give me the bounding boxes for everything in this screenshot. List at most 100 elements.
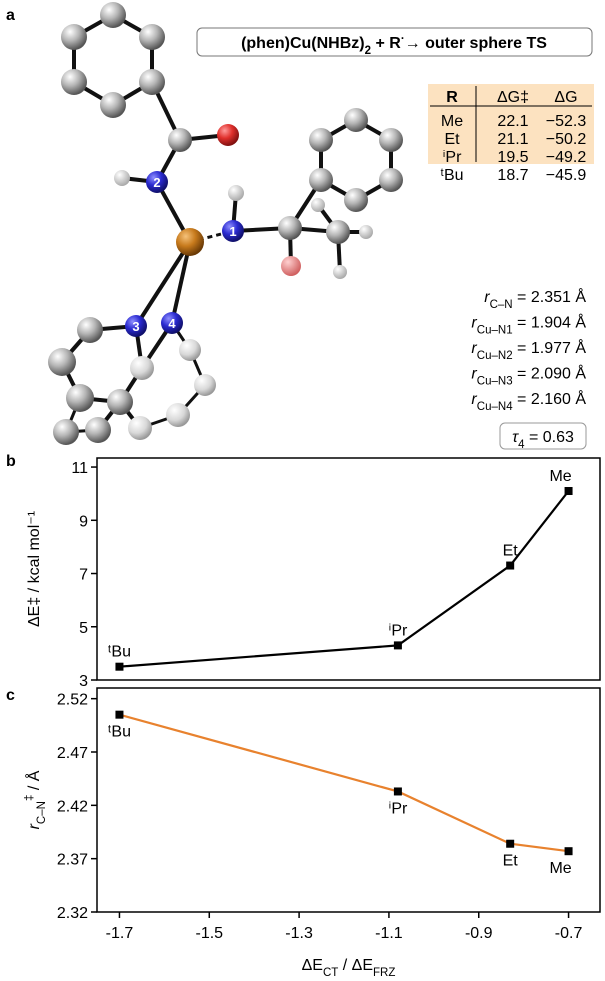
y-axis-label: ΔE‡ / kcal mol⁻¹	[26, 511, 43, 627]
atom	[139, 69, 165, 95]
x-tick-label: -1.1	[375, 925, 403, 942]
atom	[130, 356, 154, 380]
text-part: ΔE	[302, 957, 323, 974]
table-cell: 22.1	[497, 113, 528, 130]
point-label: Me	[549, 468, 571, 485]
atom-label: 3	[132, 319, 139, 334]
atom-label: 2	[153, 175, 160, 190]
table-header: ΔG	[554, 89, 577, 106]
atom	[379, 168, 403, 192]
point-label: ⁱPr	[388, 622, 408, 639]
y-tick-label: 7	[79, 567, 88, 584]
table-cell: Et	[444, 131, 460, 148]
atom	[139, 24, 165, 50]
x-tick-label: -1.3	[285, 925, 313, 942]
data-line	[119, 491, 568, 667]
table-header: ΔG‡	[497, 89, 529, 106]
y-tick-label: 3	[79, 673, 88, 690]
text-part: = 1.904 Å	[513, 313, 587, 332]
table-cell: 18.7	[497, 167, 528, 184]
data-point	[565, 487, 573, 495]
table-cell: −49.2	[546, 149, 587, 166]
y-tick-label: 2.37	[57, 852, 88, 869]
text-part: Cu–N3	[477, 376, 513, 388]
atom	[359, 225, 373, 239]
atom	[48, 348, 76, 376]
text-part: = 2.351 Å	[513, 287, 587, 306]
atom	[100, 92, 126, 118]
atom	[326, 220, 350, 244]
text-part: + R	[371, 35, 401, 52]
point-label: Et	[503, 543, 519, 560]
atom	[309, 128, 333, 152]
panel-label: a	[6, 7, 15, 24]
text-part: = 2.160 Å	[513, 389, 587, 408]
atom	[379, 128, 403, 152]
text-part: CT	[323, 967, 338, 979]
atom	[61, 69, 87, 95]
plot-frame	[97, 458, 600, 680]
data-point	[394, 787, 402, 795]
point-label: Me	[549, 860, 571, 877]
y-tick-label: 2.52	[57, 692, 88, 709]
atom	[166, 403, 190, 427]
atom	[281, 256, 301, 276]
table-cell: −50.2	[546, 131, 587, 148]
atom-label: 4	[168, 316, 176, 331]
text-part: C–N	[36, 801, 48, 824]
data-line	[119, 715, 568, 852]
text-part: ΔE‡ / kcal mol⁻¹	[26, 511, 43, 627]
text-part: C–N	[490, 299, 513, 311]
atom	[344, 108, 368, 132]
atom	[61, 24, 87, 50]
data-point	[506, 562, 514, 570]
atom	[66, 384, 94, 412]
atom	[85, 417, 111, 443]
table-cell: ⁱPr	[443, 149, 463, 166]
atom	[176, 228, 204, 256]
text-part: FRZ	[373, 967, 395, 979]
point-label: ᵗBu	[108, 644, 131, 661]
atom	[179, 339, 201, 361]
data-point	[115, 663, 123, 671]
y-axis-label: rC–N‡ / Å	[24, 770, 48, 829]
distance: rCu–N2 = 1.977 Å	[471, 338, 586, 362]
text-part: (phen)Cu(NHBz)	[241, 35, 365, 52]
atom	[311, 198, 325, 212]
atom	[107, 389, 133, 415]
atom	[194, 374, 216, 396]
atom	[168, 128, 192, 152]
text-part: / Å	[24, 770, 43, 794]
text-part: Cu–N4	[477, 401, 513, 413]
text-part: = 1.977 Å	[513, 338, 587, 357]
data-point	[394, 641, 402, 649]
figure: 1234 a (phen)Cu(NHBz)2 + R·→ outer spher…	[0, 0, 605, 981]
x-tick-label: -0.9	[465, 925, 493, 942]
atom	[77, 317, 103, 343]
table-header: R	[446, 89, 458, 106]
y-tick-label: 2.47	[57, 745, 88, 762]
atom	[309, 168, 333, 192]
point-label: Et	[503, 853, 519, 870]
y-tick-label: 2.42	[57, 798, 88, 815]
text-part: → outer sphere TS	[405, 35, 548, 52]
atom	[217, 124, 239, 146]
table-cell: Me	[441, 113, 463, 130]
x-axis-label: ΔECT / ΔEFRZ	[302, 957, 396, 979]
atom	[114, 170, 130, 186]
table-cell: 19.5	[497, 149, 528, 166]
atom	[100, 2, 126, 28]
text-part: = 2.090 Å	[513, 364, 587, 383]
y-tick-label: 5	[79, 620, 88, 637]
table-cell: ᵗBu	[440, 167, 463, 184]
plot-frame	[97, 688, 600, 912]
data-point	[565, 847, 573, 855]
atom	[333, 265, 347, 279]
y-tick-label: 11	[71, 460, 88, 477]
point-label: ⁱPr	[388, 800, 408, 817]
x-tick-label: -1.7	[106, 925, 134, 942]
distance: rCu–N1 = 1.904 Å	[471, 313, 586, 337]
table-cell: −45.9	[546, 167, 587, 184]
